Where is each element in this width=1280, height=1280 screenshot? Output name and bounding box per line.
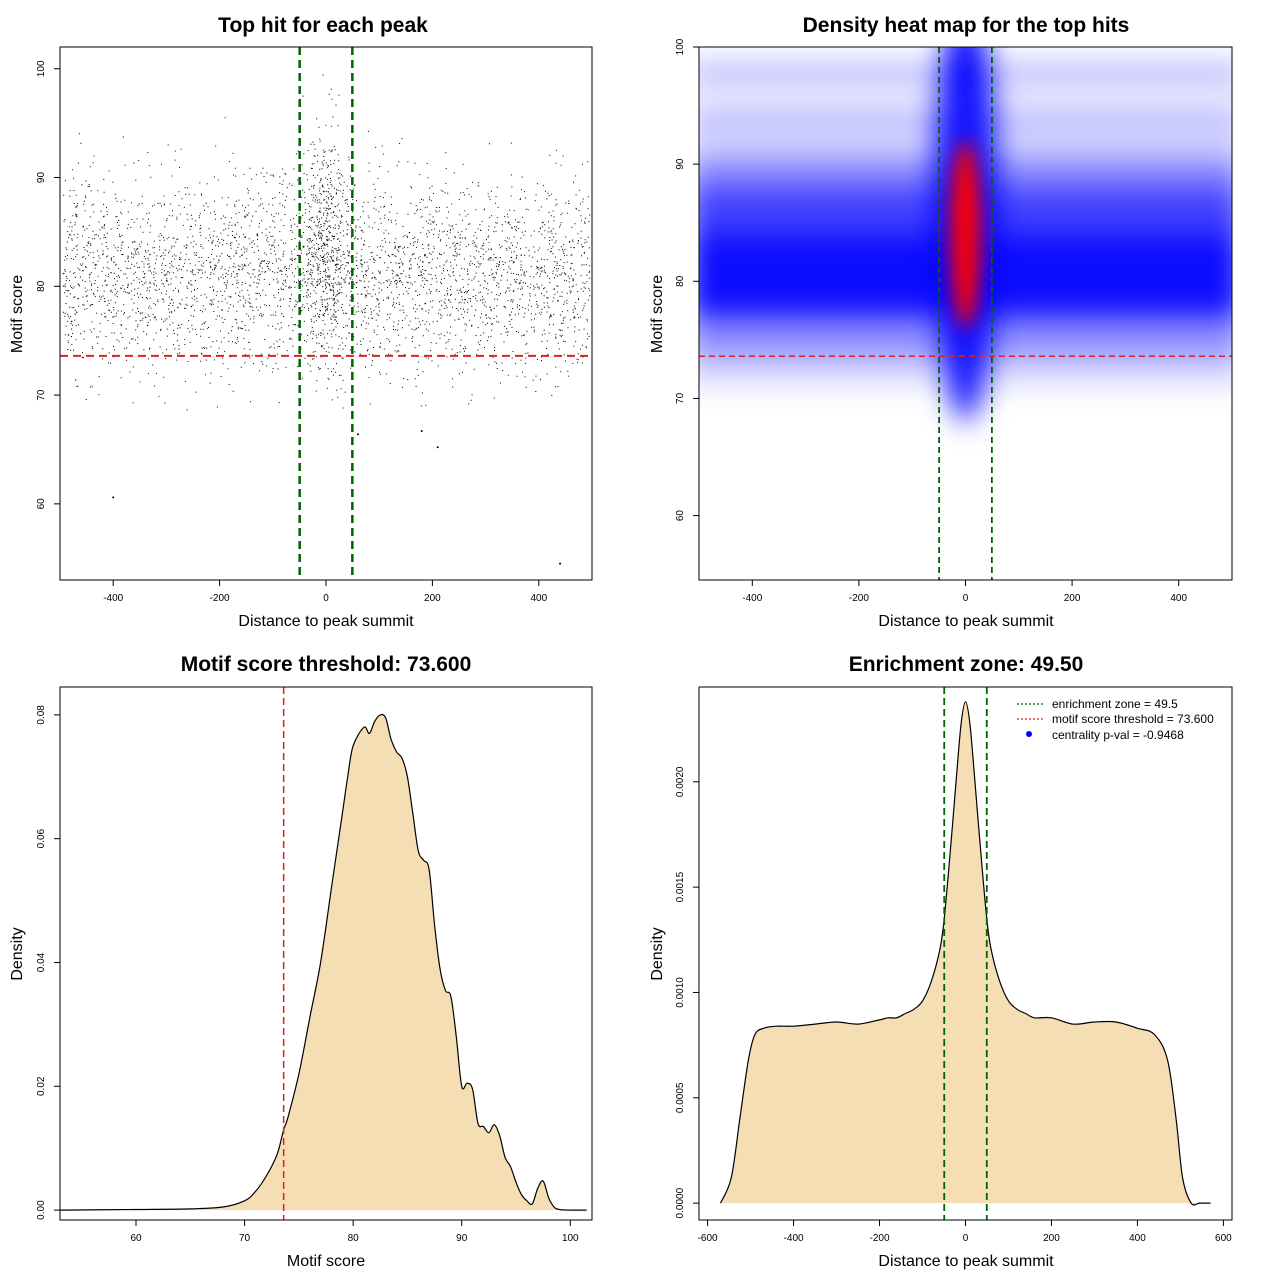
heatmap-title: Density heat map for the top hits (803, 14, 1130, 37)
score-density-title: Motif score threshold: 73.600 (181, 653, 472, 676)
x-tick-label: -400 (784, 1233, 804, 1244)
scatter-title: Top hit for each peak (218, 14, 428, 37)
score-density-frame (59, 686, 593, 1221)
x-tick-label: 60 (130, 1233, 142, 1244)
scatter-outliers (112, 429, 562, 565)
panel-distance-density: Enrichment zone: 49.50 -600 -400 -200 0 200 4… (649, 653, 1233, 1270)
distance-density-ylabel: Density (649, 927, 666, 980)
y-tick-label: 100 (36, 60, 47, 77)
y-tick-label: 60 (675, 510, 686, 522)
x-tick-label: -400 (742, 593, 762, 604)
heat-core-red-upper (954, 152, 977, 235)
y-tick-label: 90 (36, 172, 47, 184)
y-tick-label: 80 (36, 280, 47, 292)
heatmap-ylabel: Motif score (649, 275, 666, 353)
x-tick-label: 200 (1043, 1233, 1060, 1244)
scatter-points (62, 74, 591, 411)
scatter-x-ticks: -400 -200 0 200 400 (103, 580, 548, 604)
legend-pval-label: centrality p-val = -0.9468 (1052, 728, 1184, 742)
outlier-point (356, 433, 359, 436)
heatmap-y-ticks: 60 70 80 90 100 (675, 38, 699, 521)
scatter-y-ticks: 60 70 80 90 100 (36, 60, 60, 509)
distance-density-xlabel: Distance to peak summit (878, 1253, 1054, 1270)
score-density-xlabel: Motif score (287, 1253, 365, 1270)
heatmap-red-layer (949, 140, 982, 329)
outlier-point (112, 496, 115, 499)
x-tick-label: -200 (870, 1233, 890, 1244)
y-tick-label: 0.06 (36, 828, 47, 848)
x-tick-label: 400 (530, 593, 547, 604)
y-tick-label: 0.04 (36, 952, 47, 972)
x-tick-label: 200 (1064, 593, 1081, 604)
score-density-curve (59, 713, 587, 1211)
y-tick-label: 90 (675, 158, 686, 170)
legend-zone-label: enrichment zone = 49.5 (1052, 697, 1178, 711)
scatter-xlabel: Distance to peak summit (238, 613, 414, 630)
legend-pval-point (1026, 731, 1032, 737)
distance-density-title: Enrichment zone: 49.50 (849, 653, 1084, 676)
scatter-point-cloud (62, 74, 591, 411)
x-tick-label: -200 (210, 593, 230, 604)
y-tick-label: 100 (675, 38, 686, 55)
heat-top-spot (950, 54, 981, 92)
y-tick-label: 70 (36, 389, 47, 401)
y-tick-label: 0.0005 (675, 1082, 686, 1113)
x-tick-label: 100 (562, 1233, 579, 1244)
x-tick-label: 400 (1170, 593, 1187, 604)
legend-threshold-label: motif score threshold = 73.600 (1052, 712, 1214, 726)
score-density-ylabel: Density (9, 927, 26, 980)
panel-score-density: Motif score threshold: 73.600 60 70 80 90 10… (9, 653, 593, 1270)
outlier-point (559, 562, 562, 565)
distance-density-curve (719, 701, 1211, 1206)
y-tick-label: 0.08 (36, 705, 47, 725)
y-tick-label: 60 (36, 498, 47, 510)
score-density-x-ticks: 60 70 80 90 100 (130, 1220, 579, 1244)
x-tick-label: -600 (698, 1233, 718, 1244)
heatmap-xlabel: Distance to peak summit (878, 613, 1054, 630)
x-tick-label: 200 (424, 593, 441, 604)
y-tick-label: 70 (675, 392, 686, 404)
x-tick-label: 0 (963, 1233, 969, 1244)
x-tick-label: -400 (103, 593, 123, 604)
heatmap-x-ticks: -400 -200 0 200 400 (742, 580, 1187, 604)
outlier-point (436, 446, 439, 449)
y-tick-label: 0.0015 (675, 871, 686, 902)
x-tick-label: 400 (1129, 1233, 1146, 1244)
heatmap-blue-layer (699, 47, 1232, 422)
distance-density-y-ticks: 0.0000 0.0005 0.0010 0.0015 0.0020 (675, 766, 699, 1218)
distance-density-x-ticks: -600 -400 -200 0 200 400 600 (698, 1220, 1232, 1244)
x-tick-label: 0 (963, 593, 969, 604)
legend: enrichment zone = 49.5 motif score thres… (1017, 697, 1214, 742)
x-tick-label: 90 (456, 1233, 468, 1244)
x-tick-label: 70 (239, 1233, 251, 1244)
panel-heatmap: Density heat map for the top hits -400 -2… (649, 14, 1233, 630)
outlier-point (420, 429, 423, 432)
scatter-ylabel: Motif score (9, 275, 26, 353)
heatmap-density (699, 47, 1232, 422)
x-tick-label: -200 (849, 593, 869, 604)
y-tick-label: 0.0020 (675, 766, 686, 797)
y-tick-label: 0.00 (36, 1200, 47, 1220)
y-tick-label: 80 (675, 275, 686, 287)
y-tick-label: 0.0010 (675, 977, 686, 1008)
y-tick-label: 0.02 (36, 1076, 47, 1096)
score-density-y-ticks: 0.00 0.02 0.04 0.06 0.08 (36, 705, 60, 1220)
x-tick-label: 600 (1215, 1233, 1232, 1244)
x-tick-label: 0 (323, 593, 329, 604)
panel-scatter: Top hit for each peak -400 -200 0 200 400 60… (9, 14, 593, 630)
x-tick-label: 80 (348, 1233, 360, 1244)
y-tick-label: 0.0000 (675, 1187, 686, 1218)
